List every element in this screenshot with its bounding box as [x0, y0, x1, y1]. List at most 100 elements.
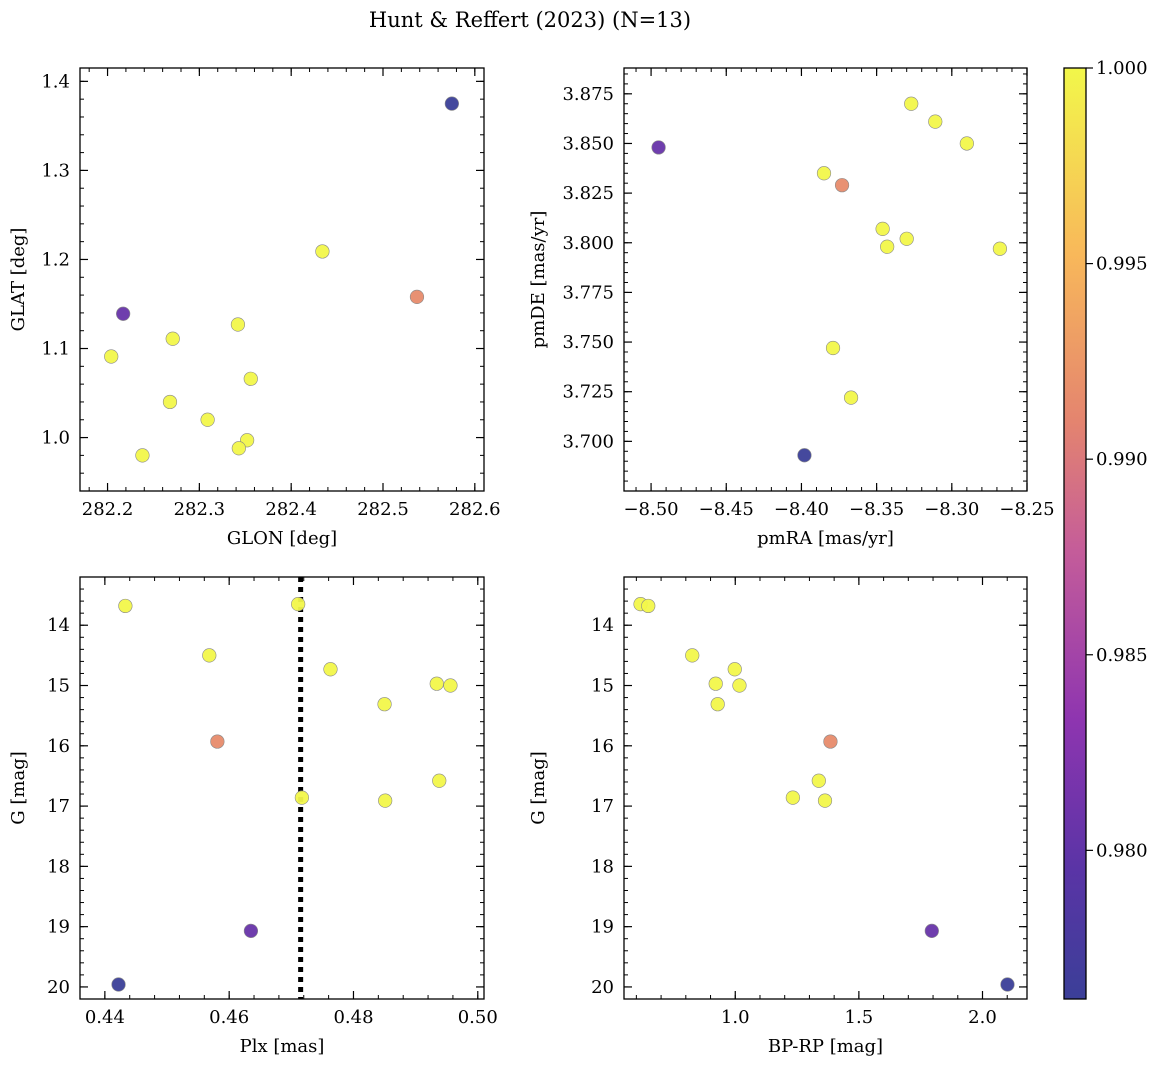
panel-glon-glat: 282.2 282.3 282.4 282.5 282.6 1.0 1.1 1.2 1.3 1.4… — [8, 67, 501, 549]
colorbar-tick-label: 0.990 — [1096, 449, 1148, 470]
data-point — [377, 697, 392, 712]
x-axis-label: pmRA [mas/yr] — [757, 528, 894, 549]
data-point — [162, 394, 178, 410]
data-point — [992, 241, 1008, 256]
y-tick-label: 18 — [47, 856, 70, 877]
y-tick-label: 19 — [47, 917, 70, 938]
data-point — [294, 790, 309, 805]
y-tick-label: 3.775 — [562, 282, 614, 303]
data-point — [811, 773, 826, 788]
x-tick-label: −8.50 — [623, 499, 678, 520]
data-point — [202, 648, 217, 663]
y-tick-label: 17 — [47, 796, 70, 817]
colorbar-tick-label: 0.995 — [1096, 254, 1148, 275]
figure-title: Hunt & Reffert (2023) (N=13) — [369, 8, 691, 32]
y-tick-label: 17 — [591, 796, 614, 817]
colorbar-tick-label: 1.000 — [1096, 58, 1148, 79]
y-tick-label: 18 — [591, 856, 614, 877]
x-axis-label: GLON [deg] — [227, 528, 337, 549]
data-point — [291, 597, 306, 612]
x-tick-label: 2.0 — [968, 1007, 997, 1028]
minor-ticks — [624, 576, 1027, 1000]
panel-pmra-pmde: −8.50 −8.45 −8.40 −8.35 −8.30 −8.25 3.700 3.725… — [528, 67, 1055, 549]
y-axis-label: G [mag] — [8, 751, 29, 824]
x-tick-label: 1.5 — [845, 1007, 874, 1028]
data-point — [899, 231, 914, 246]
data-point — [904, 96, 919, 111]
x-axis-label: BP-RP [mag] — [768, 1036, 883, 1057]
colorbar-tick-label: 0.980 — [1096, 840, 1148, 861]
minor-ticks — [624, 68, 1028, 492]
colorbar: 0.980 0.985 0.990 0.995 1.000 — [1063, 58, 1148, 1000]
y-tick-label: 20 — [591, 977, 614, 998]
data-point — [230, 317, 246, 332]
x-tick-label: 282.6 — [449, 499, 501, 520]
data-point — [710, 697, 725, 712]
data-point — [243, 371, 258, 386]
x-tick-label: 0.48 — [333, 1007, 373, 1028]
data-point — [315, 244, 330, 259]
y-tick-label: 3.875 — [562, 84, 614, 105]
y-tick-label: 14 — [47, 615, 70, 636]
axes-frame — [623, 67, 1028, 492]
y-tick-label: 1.1 — [41, 339, 70, 360]
x-tick-label: −8.40 — [774, 499, 829, 520]
data-point — [118, 598, 133, 614]
y-tick-label: 15 — [591, 676, 614, 697]
data-point — [432, 773, 447, 788]
y-tick-label: 1.0 — [41, 428, 70, 449]
y-tick-label: 16 — [591, 736, 614, 757]
minor-ticks — [80, 68, 484, 492]
x-tick-label: 282.5 — [357, 499, 409, 520]
y-tick-label: 3.700 — [562, 431, 614, 452]
data-point — [823, 734, 838, 749]
data-point — [785, 790, 800, 805]
data-point — [732, 678, 747, 693]
data-point — [378, 793, 393, 808]
data-point — [875, 221, 890, 236]
y-tick-label: 16 — [47, 736, 70, 757]
data-point — [104, 349, 119, 364]
data-point — [409, 289, 425, 304]
data-point — [111, 977, 126, 992]
x-tick-label: 1.0 — [721, 1007, 750, 1028]
data-point — [1000, 977, 1015, 992]
y-tick-label: 14 — [591, 615, 614, 636]
colorbar-tick-label: 0.985 — [1096, 645, 1148, 666]
axes-frame — [79, 576, 485, 1000]
y-tick-label: 20 — [47, 977, 70, 998]
data-point — [928, 114, 943, 129]
data-point — [231, 441, 246, 456]
axes-frame — [79, 67, 485, 492]
data-point — [727, 662, 742, 677]
y-tick-label: 3.800 — [562, 233, 614, 254]
data-point — [708, 676, 723, 691]
data-point — [834, 178, 850, 193]
x-tick-label: −8.30 — [924, 499, 979, 520]
x-tick-label: 282.3 — [174, 499, 226, 520]
y-axis-label: GLAT [deg] — [8, 228, 29, 332]
x-tick-label: 0.44 — [85, 1007, 125, 1028]
data-point — [880, 239, 895, 254]
data-point — [924, 923, 939, 938]
data-point — [243, 923, 259, 938]
colorbar-gradient — [1063, 67, 1087, 1000]
x-tick-label: 282.4 — [265, 499, 317, 520]
y-tick-label: 19 — [591, 917, 614, 938]
data-point — [165, 331, 180, 346]
y-tick-label: 1.4 — [41, 71, 70, 92]
data-point — [685, 648, 700, 663]
x-axis-label: Plx [mas] — [240, 1036, 325, 1057]
x-tick-label: −8.35 — [849, 499, 904, 520]
data-point — [641, 598, 656, 614]
x-tick-label: 0.50 — [458, 1007, 498, 1028]
x-tick-label: 282.2 — [82, 499, 134, 520]
panel-plx-g: 0.44 0.46 0.48 0.50 14 15 16 17 18 19 20 Plx [mas] G… — [8, 576, 498, 1057]
y-tick-label: 3.850 — [562, 133, 614, 154]
data-point — [816, 166, 832, 181]
x-tick-label: −8.45 — [699, 499, 754, 520]
data-point — [959, 136, 974, 151]
y-tick-label: 3.825 — [562, 183, 614, 204]
data-point — [843, 390, 859, 405]
data-point — [429, 676, 444, 691]
